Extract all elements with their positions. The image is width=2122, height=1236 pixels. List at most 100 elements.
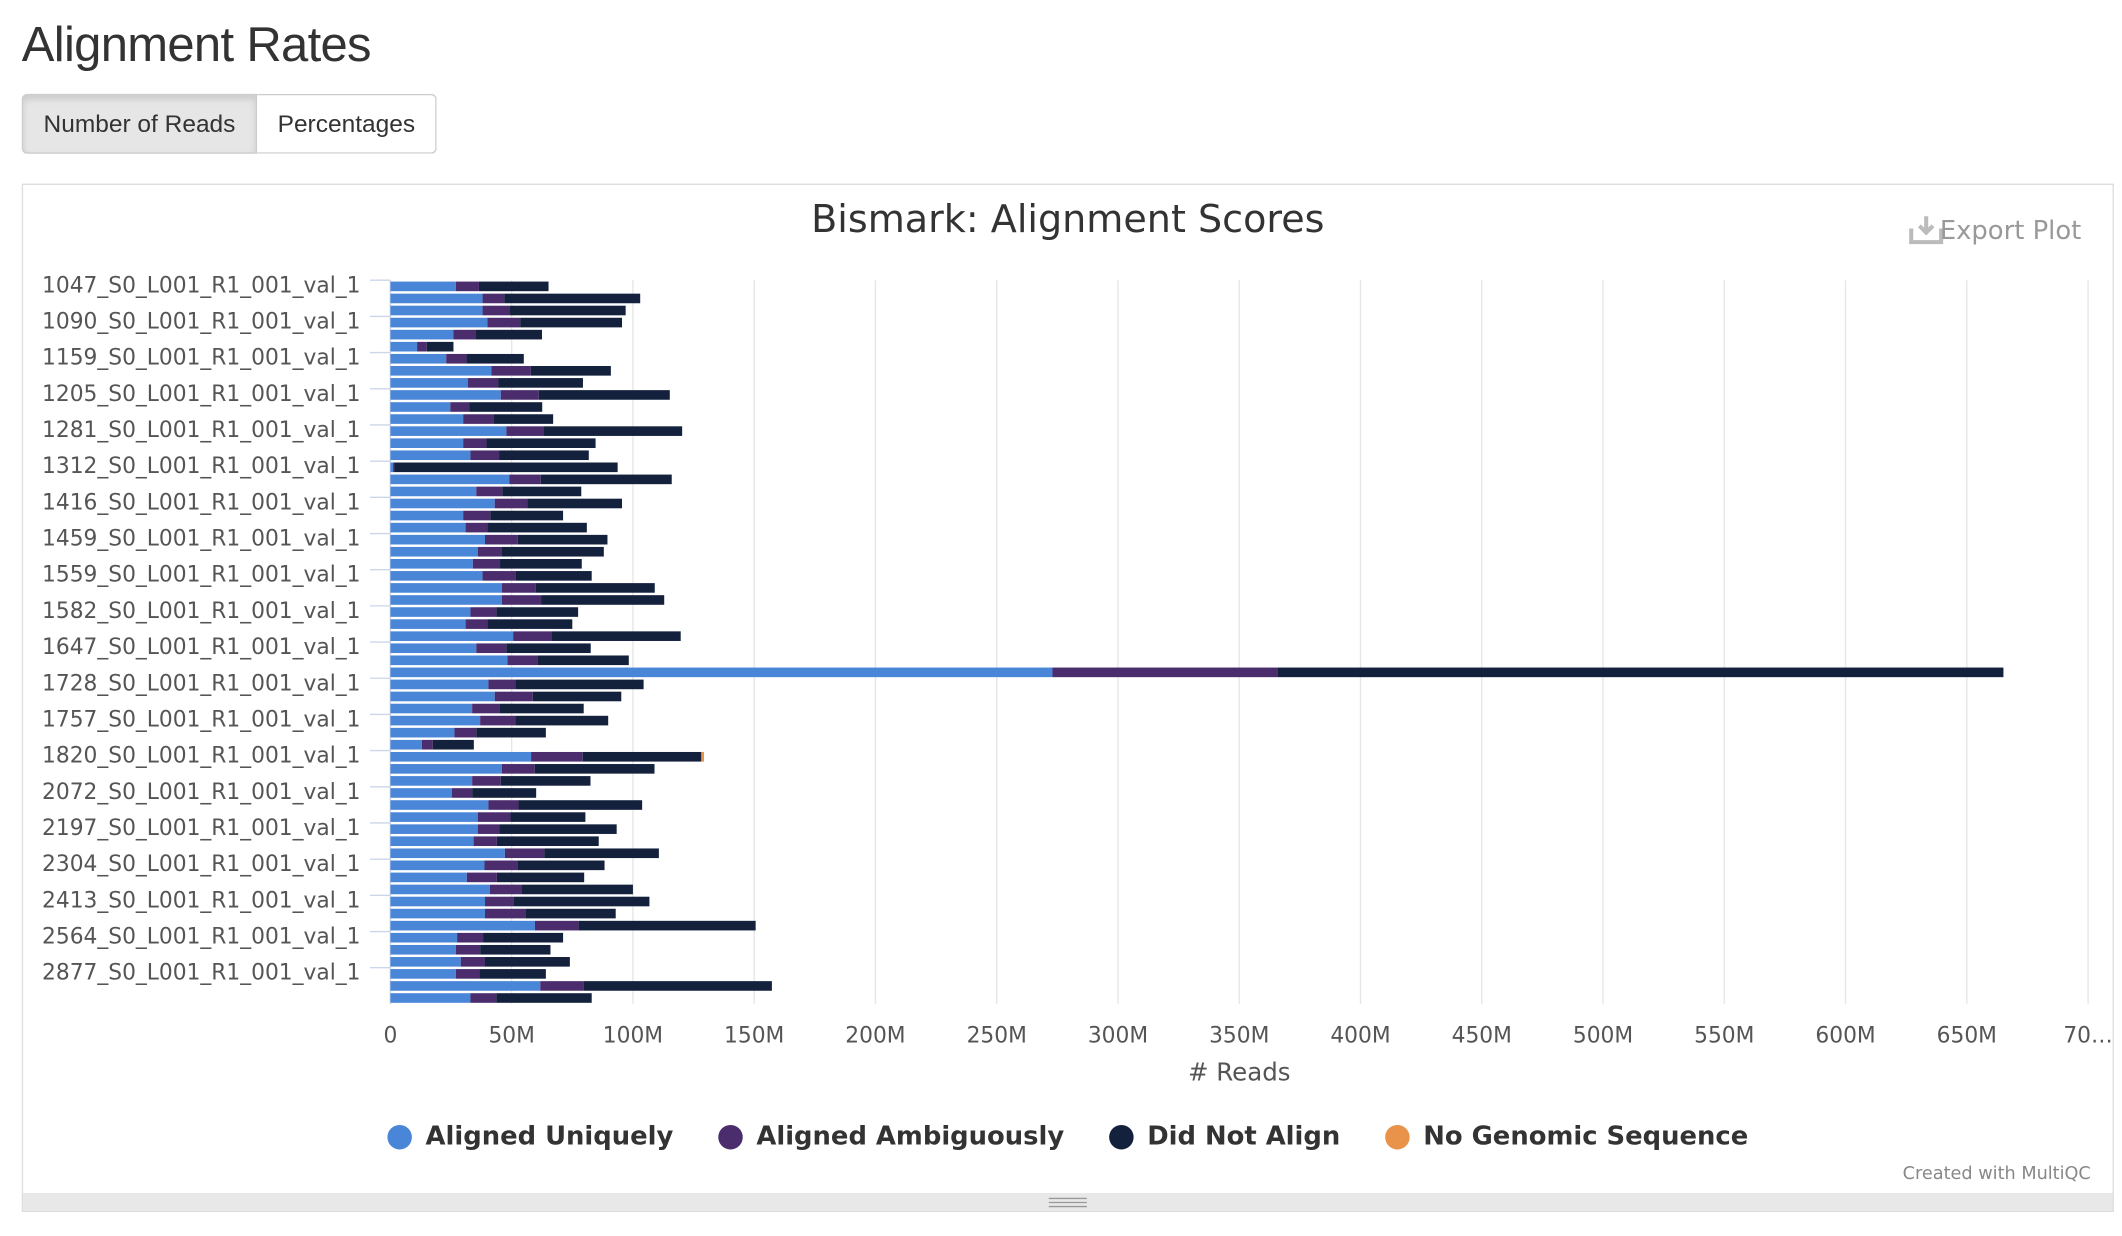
bar-segment bbox=[390, 993, 471, 1003]
bar-segment bbox=[1052, 667, 1278, 678]
bar-segment bbox=[496, 607, 579, 617]
bar-segment bbox=[460, 957, 485, 967]
bar-segment bbox=[515, 679, 644, 690]
legend-item[interactable]: Did Not Align bbox=[1109, 1122, 1340, 1152]
x-tick-label: 200M bbox=[845, 1024, 905, 1049]
bar-segment bbox=[463, 510, 491, 521]
bar-segment bbox=[502, 486, 582, 497]
y-tick-label: 2197_S0_L001_R1_001_val_1 bbox=[42, 816, 360, 841]
bar-segment bbox=[496, 993, 592, 1003]
bar-segment bbox=[472, 776, 501, 786]
bar-segment bbox=[446, 353, 467, 364]
bar-segment bbox=[510, 812, 586, 822]
bar-segment bbox=[390, 739, 422, 750]
bar-segment bbox=[499, 450, 589, 461]
bar-segment bbox=[496, 836, 599, 847]
x-tick-label: 500M bbox=[1573, 1024, 1633, 1049]
bar-segment bbox=[501, 595, 542, 605]
bar-segment bbox=[488, 679, 516, 690]
bar-segment bbox=[484, 860, 518, 871]
bar-segment bbox=[484, 534, 518, 545]
bar-segment bbox=[504, 293, 641, 304]
bar-segment bbox=[532, 691, 622, 702]
bar-segment bbox=[390, 534, 485, 545]
bar-segment bbox=[390, 402, 451, 412]
y-tick-label: 1459_S0_L001_R1_001_val_1 bbox=[42, 527, 360, 552]
bar-segment bbox=[498, 378, 583, 388]
export-icon bbox=[1909, 216, 1944, 245]
bar-segment bbox=[463, 438, 487, 448]
bar-segment bbox=[390, 944, 456, 955]
bar-segment bbox=[521, 884, 633, 895]
bar-segment bbox=[390, 764, 502, 774]
legend-label: No Genomic Sequence bbox=[1423, 1122, 1748, 1152]
bar-segment bbox=[390, 522, 466, 533]
bar-segment bbox=[455, 944, 481, 955]
bar-segment bbox=[487, 619, 573, 629]
bar-segment bbox=[479, 969, 546, 979]
resize-handle bbox=[1048, 1197, 1087, 1208]
x-tick-label: 250M bbox=[967, 1024, 1027, 1049]
legend-item[interactable]: Aligned Ambiguously bbox=[718, 1122, 1064, 1152]
bar-segment bbox=[390, 341, 418, 352]
bar-segment bbox=[390, 776, 473, 786]
bar-segment bbox=[390, 788, 452, 798]
bar-segment bbox=[455, 281, 479, 292]
y-tick-label: 1047_S0_L001_R1_001_val_1 bbox=[42, 273, 360, 298]
bar-segment bbox=[390, 800, 489, 810]
bar-segment bbox=[390, 378, 469, 388]
y-tick-label: 1757_S0_L001_R1_001_val_1 bbox=[42, 707, 360, 732]
bar-segment bbox=[540, 474, 672, 485]
bar-segment bbox=[476, 727, 546, 738]
bar-segment bbox=[390, 510, 464, 521]
tab-button[interactable]: Percentages bbox=[257, 93, 437, 154]
bar-segment bbox=[390, 715, 481, 726]
y-tick-label: 2072_S0_L001_R1_001_val_1 bbox=[42, 780, 360, 805]
bar-segment bbox=[455, 969, 480, 979]
bar-segment bbox=[390, 872, 467, 883]
bar-segment bbox=[466, 353, 524, 364]
x-tick-label: 70… bbox=[2063, 1024, 2112, 1049]
bar-segment bbox=[390, 486, 477, 497]
bar-segment bbox=[513, 896, 650, 907]
bar-segment bbox=[482, 571, 516, 581]
legend-item[interactable]: No Genomic Sequence bbox=[1385, 1122, 1748, 1152]
x-tick-label: 300M bbox=[1088, 1024, 1148, 1049]
bar-segment bbox=[390, 679, 489, 690]
bar-segment bbox=[486, 438, 596, 448]
bar-segment bbox=[390, 462, 394, 473]
y-tick-label: 1205_S0_L001_R1_001_val_1 bbox=[42, 382, 360, 407]
export-button[interactable]: Export Plot bbox=[1909, 216, 2081, 246]
bar-segment bbox=[390, 450, 471, 461]
bar-segment bbox=[501, 546, 604, 557]
y-tick-label: 1559_S0_L001_R1_001_val_1 bbox=[42, 563, 360, 588]
bar-segment bbox=[534, 920, 579, 931]
bar-segment bbox=[390, 860, 485, 871]
export-label[interactable]: Export Plot bbox=[1940, 216, 2081, 246]
resize-bar[interactable] bbox=[23, 1192, 2113, 1211]
bar-segment bbox=[421, 739, 433, 750]
bar-segment bbox=[540, 981, 584, 991]
bar-segment bbox=[390, 438, 464, 448]
bar-segment bbox=[390, 498, 495, 509]
x-tick-label: 150M bbox=[724, 1024, 784, 1049]
bar-segment bbox=[390, 896, 485, 907]
bar-segment bbox=[463, 414, 494, 424]
bar-segment bbox=[513, 631, 552, 641]
x-tick-label: 650M bbox=[1937, 1024, 1997, 1049]
bar-segment bbox=[390, 667, 1053, 678]
y-tick-label: 1159_S0_L001_R1_001_val_1 bbox=[42, 346, 360, 371]
x-tick-label: 100M bbox=[603, 1024, 663, 1049]
x-axis-label: # Reads bbox=[1188, 1057, 1291, 1086]
tab-button[interactable]: Number of Reads bbox=[21, 93, 258, 154]
legend-item[interactable]: Aligned Uniquely bbox=[387, 1122, 674, 1152]
bar-segment bbox=[490, 510, 564, 521]
bar-segment bbox=[390, 558, 473, 569]
bar-segment bbox=[390, 619, 466, 629]
bar-segment bbox=[477, 812, 511, 822]
bar-segment bbox=[515, 571, 592, 581]
bar-segment bbox=[468, 378, 499, 388]
bar-segment bbox=[390, 414, 464, 424]
bar-segment bbox=[390, 908, 485, 919]
